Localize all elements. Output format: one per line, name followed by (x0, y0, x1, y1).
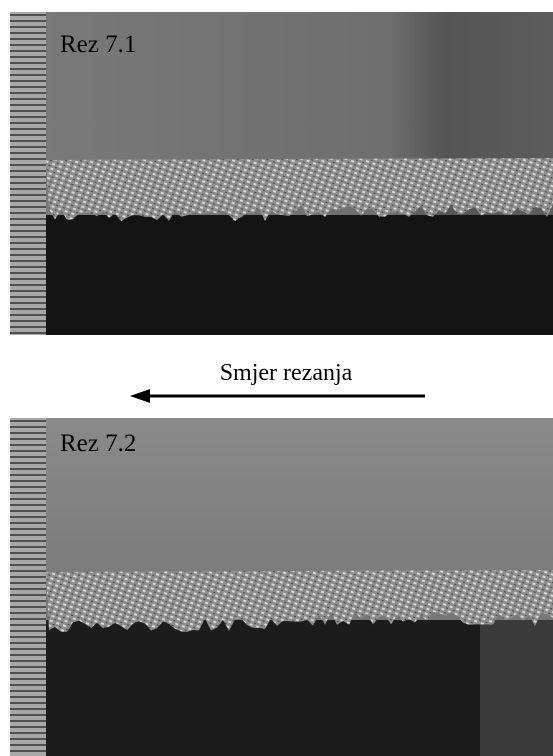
ruler (10, 12, 46, 335)
photo (10, 418, 553, 756)
arrow-head (130, 389, 150, 403)
photo (10, 12, 553, 335)
caption: Smjer rezanja (220, 360, 353, 386)
panel-label: Rez 7.1 (60, 31, 136, 58)
cut-edge (46, 570, 553, 632)
cut-edge (46, 158, 553, 222)
panel-label: Rez 7.2 (60, 430, 136, 457)
